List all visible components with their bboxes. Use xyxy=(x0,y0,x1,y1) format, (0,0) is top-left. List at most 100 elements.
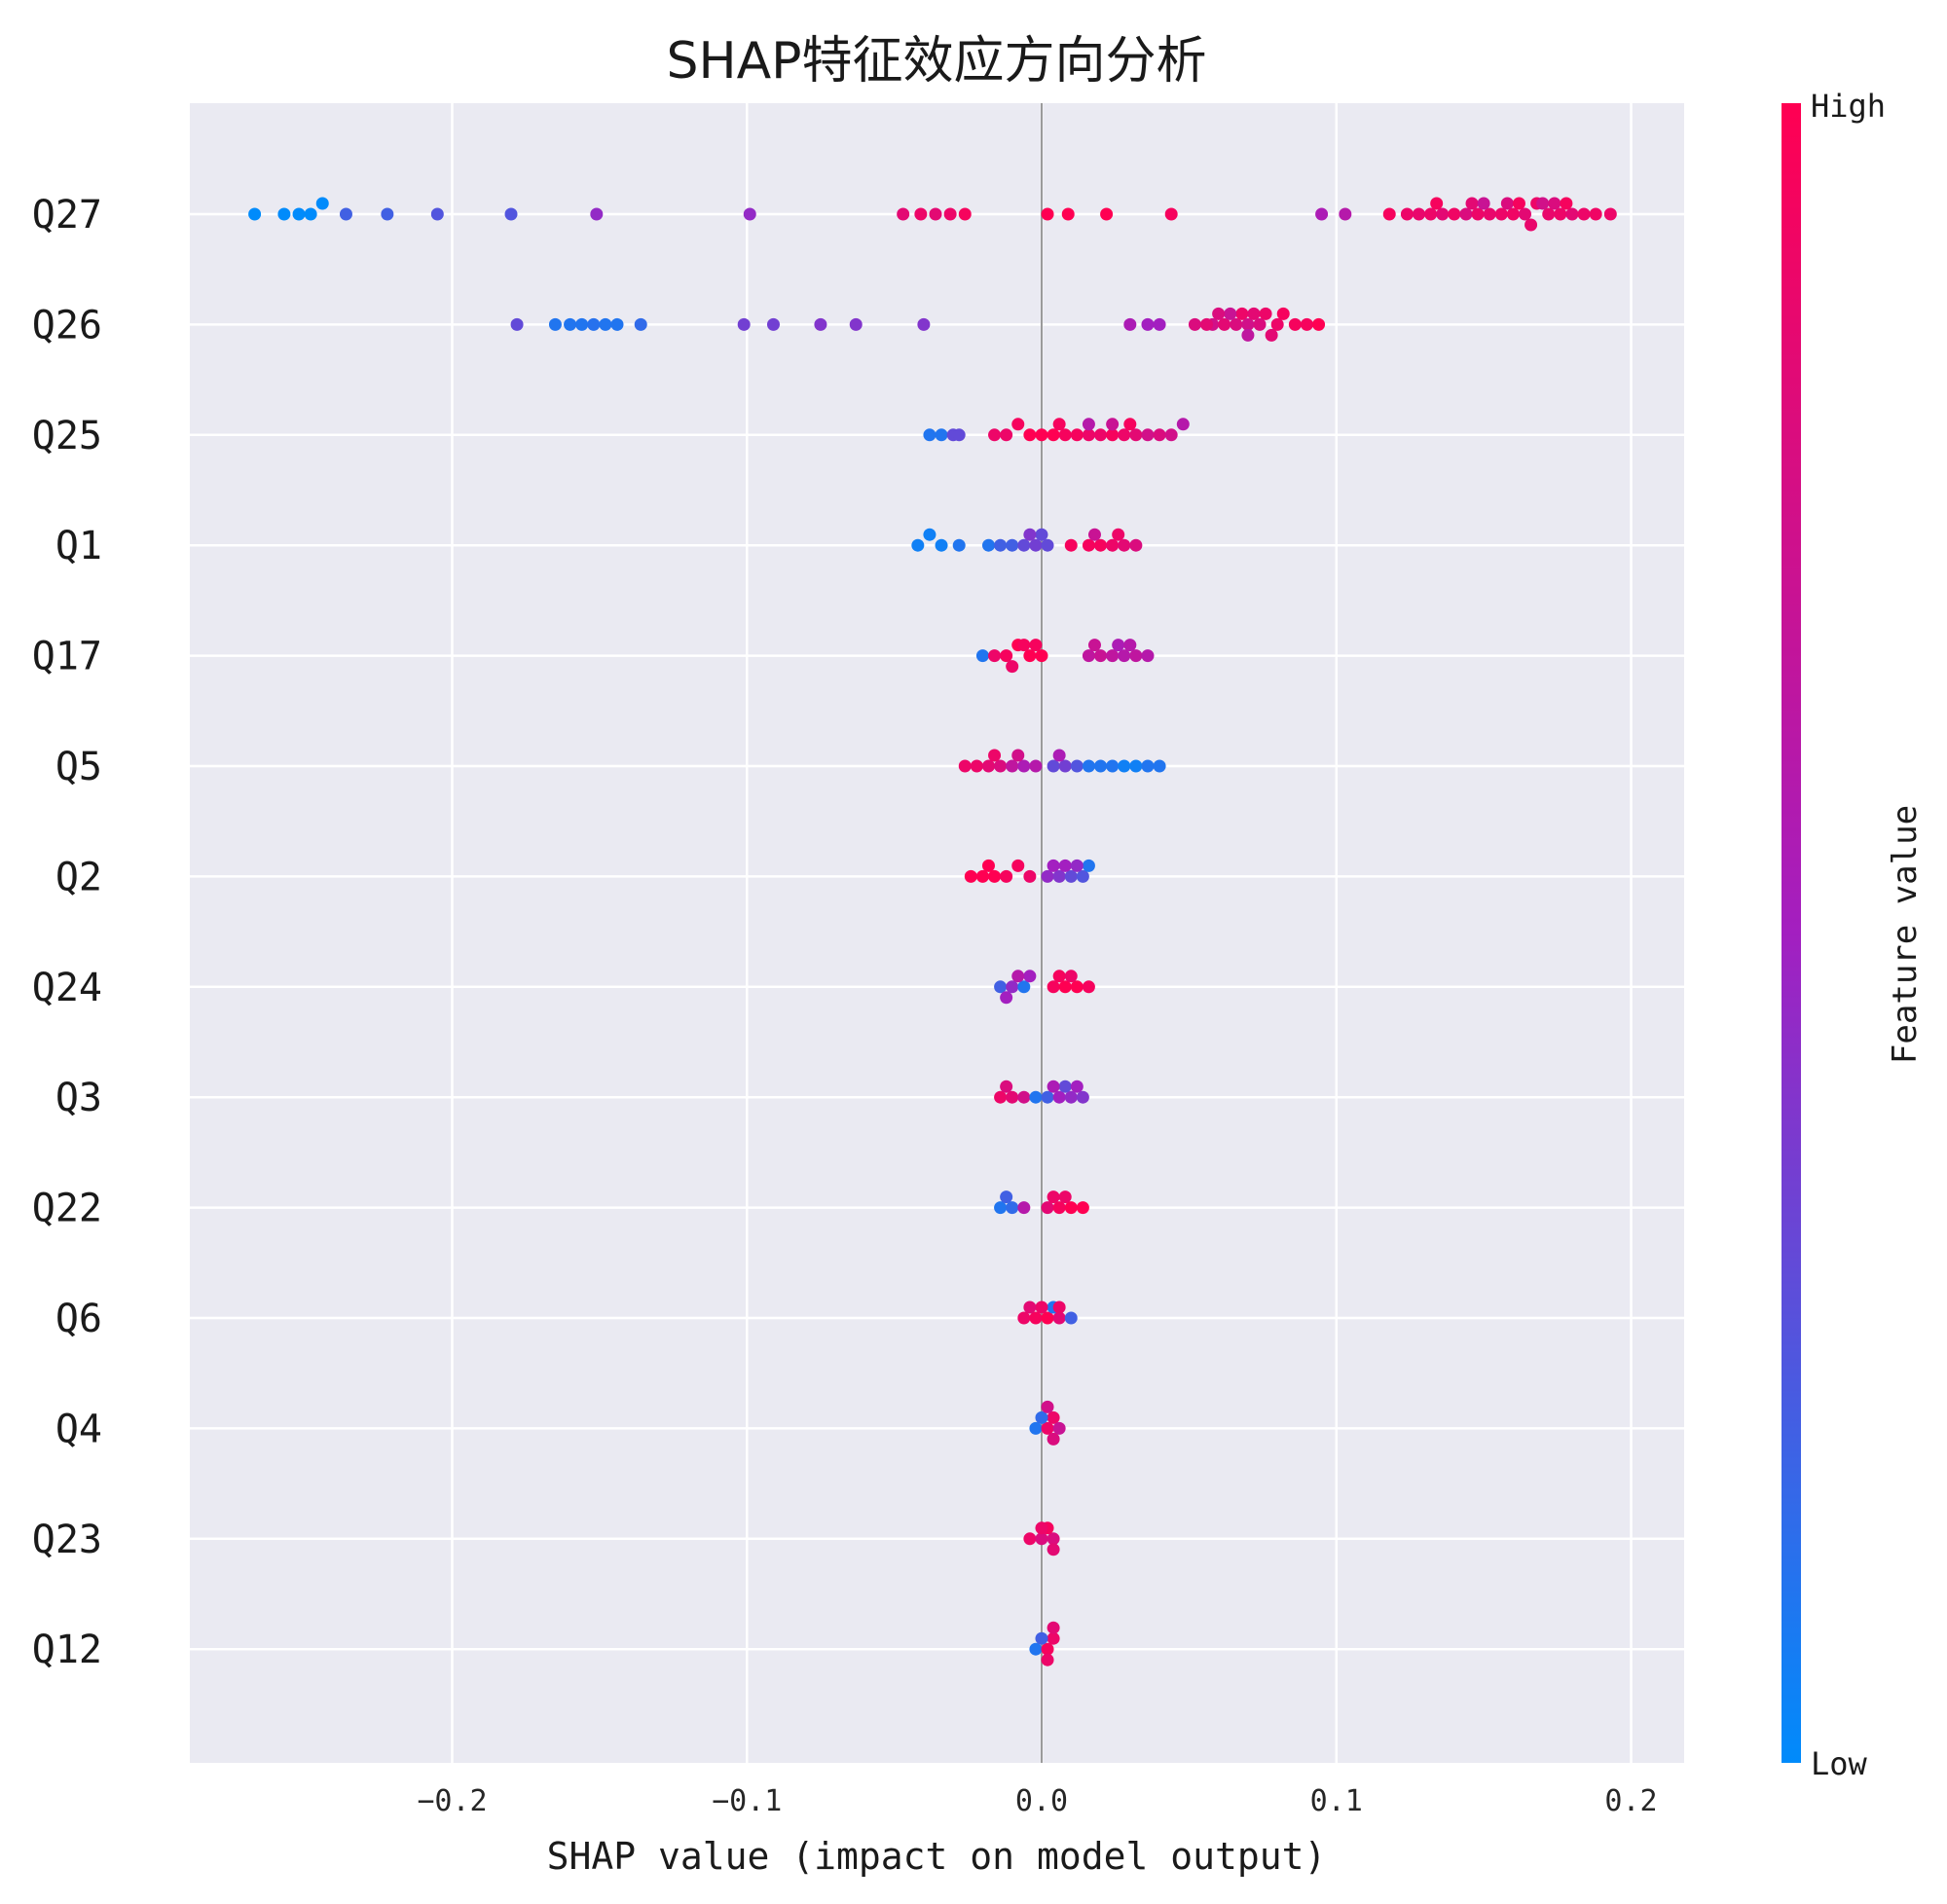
shap-point xyxy=(1424,207,1438,221)
shap-point xyxy=(1047,428,1060,442)
shap-point xyxy=(1560,197,1573,210)
shap-point xyxy=(1052,418,1066,431)
shap-point xyxy=(1006,660,1019,674)
shap-point xyxy=(1029,1421,1043,1435)
shap-point xyxy=(994,538,1008,552)
shap-point xyxy=(1041,1642,1054,1656)
shap-point xyxy=(1153,759,1166,773)
shap-point xyxy=(981,759,995,773)
shap-point xyxy=(1011,859,1025,872)
shap-point xyxy=(1029,1090,1043,1104)
shap-point xyxy=(1052,749,1066,762)
shap-point xyxy=(952,428,966,442)
shap-point xyxy=(304,207,317,221)
shap-point xyxy=(1153,428,1166,442)
shap-point xyxy=(994,980,1008,994)
shap-point xyxy=(1436,207,1450,221)
shap-point xyxy=(1011,970,1025,983)
shap-point xyxy=(381,207,394,221)
shap-point xyxy=(1506,207,1520,221)
shap-point xyxy=(1241,317,1255,331)
shap-point xyxy=(914,207,928,221)
shap-point xyxy=(1070,428,1084,442)
shap-point xyxy=(1011,418,1025,431)
shap-point xyxy=(1123,639,1137,652)
shap-point xyxy=(1047,1190,1060,1204)
shap-point xyxy=(1023,1300,1037,1314)
shap-point xyxy=(1064,1090,1078,1104)
label-layer: −0.2 −0.1 0.0 0.1 0.2 Q27 Q26 Q25 Q1 Q17 Q5 Q2 Q24 Q3… xyxy=(32,193,1658,1818)
shap-point xyxy=(1094,428,1108,442)
shap-point xyxy=(1017,1311,1031,1325)
shap-point xyxy=(1212,307,1226,320)
shap-point xyxy=(1011,749,1025,762)
shap-point xyxy=(1554,207,1567,221)
shap-point xyxy=(1288,317,1302,331)
feature-label: Q4 xyxy=(55,1407,102,1451)
shap-point xyxy=(1058,428,1072,442)
shap-point xyxy=(1076,869,1089,883)
shap-point xyxy=(975,869,989,883)
shap-point xyxy=(1082,859,1095,872)
shap-point xyxy=(1052,1421,1066,1435)
shap-point xyxy=(1548,197,1561,210)
shap-point xyxy=(1000,869,1013,883)
shap-point xyxy=(1265,328,1278,342)
shap-point xyxy=(952,538,966,552)
shap-point xyxy=(994,1090,1008,1104)
shap-point xyxy=(1064,1201,1078,1215)
shap-point xyxy=(1118,538,1131,552)
shap-point xyxy=(1047,1621,1060,1634)
shap-point xyxy=(1106,649,1120,663)
shap-point xyxy=(1035,1521,1048,1535)
shap-point xyxy=(1041,207,1054,221)
shap-point xyxy=(634,317,647,331)
shap-point xyxy=(1041,1090,1054,1104)
shap-point xyxy=(1106,428,1120,442)
x-tick-label: 0.0 xyxy=(1015,1784,1068,1818)
shap-point xyxy=(1087,639,1101,652)
shap-point xyxy=(1577,207,1591,221)
shap-point xyxy=(1465,197,1479,210)
plot-background xyxy=(190,103,1684,1763)
colorbar-title: Feature value xyxy=(1886,805,1925,1064)
shap-point xyxy=(1589,207,1602,221)
x-tick-label: −0.1 xyxy=(712,1784,782,1818)
shap-point xyxy=(1035,1532,1048,1546)
shap-point xyxy=(1471,207,1485,221)
shap-point xyxy=(1017,1201,1031,1215)
shap-point xyxy=(1006,1090,1019,1104)
shap-point xyxy=(1315,207,1329,221)
x-axis-label: SHAP value (impact on model output) xyxy=(547,1835,1327,1878)
feature-label: Q5 xyxy=(55,745,102,789)
feature-label: Q24 xyxy=(32,966,102,1010)
shap-point xyxy=(1023,649,1037,663)
shap-point xyxy=(1512,197,1525,210)
shap-point xyxy=(1500,197,1514,210)
shap-point xyxy=(1000,1190,1013,1204)
shap-point xyxy=(1035,1631,1048,1645)
shap-point xyxy=(1164,428,1178,442)
shap-point xyxy=(1094,759,1108,773)
shap-point xyxy=(1270,317,1284,331)
shap-point xyxy=(1094,649,1108,663)
shap-point xyxy=(988,749,1002,762)
shap-point xyxy=(1041,1653,1054,1666)
shap-point xyxy=(1118,649,1131,663)
shap-point xyxy=(1047,759,1060,773)
shap-point xyxy=(1052,970,1066,983)
colorbar-high-label: High xyxy=(1811,88,1886,125)
feature-label: Q22 xyxy=(32,1187,102,1231)
shap-point xyxy=(1164,207,1178,221)
shap-point xyxy=(814,317,827,331)
shap-point xyxy=(981,538,995,552)
shap-point xyxy=(315,197,329,210)
shap-point xyxy=(1047,1543,1060,1556)
shap-point xyxy=(1064,970,1078,983)
shap-point xyxy=(292,207,306,221)
feature-label: Q23 xyxy=(32,1518,102,1562)
shap-point xyxy=(1047,1532,1060,1546)
shap-point xyxy=(1035,428,1048,442)
shap-point xyxy=(1218,317,1231,331)
